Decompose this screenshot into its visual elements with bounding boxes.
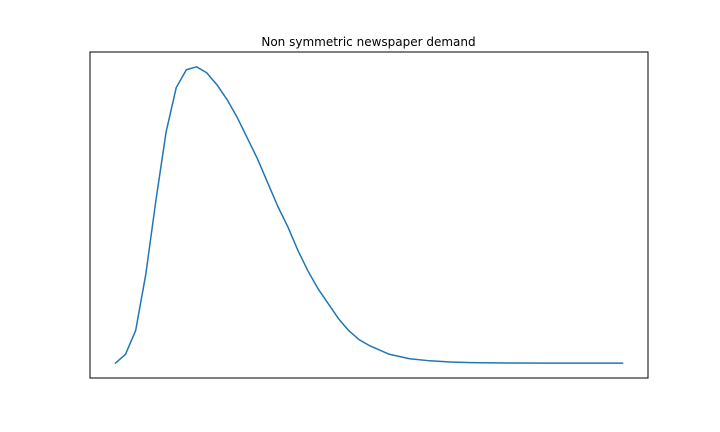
plot-frame <box>89 51 649 379</box>
series-layer <box>114 66 624 364</box>
series-line-0 <box>114 66 624 364</box>
plot-area <box>90 52 648 378</box>
chart-title: Non symmetric newspaper demand <box>261 35 475 49</box>
